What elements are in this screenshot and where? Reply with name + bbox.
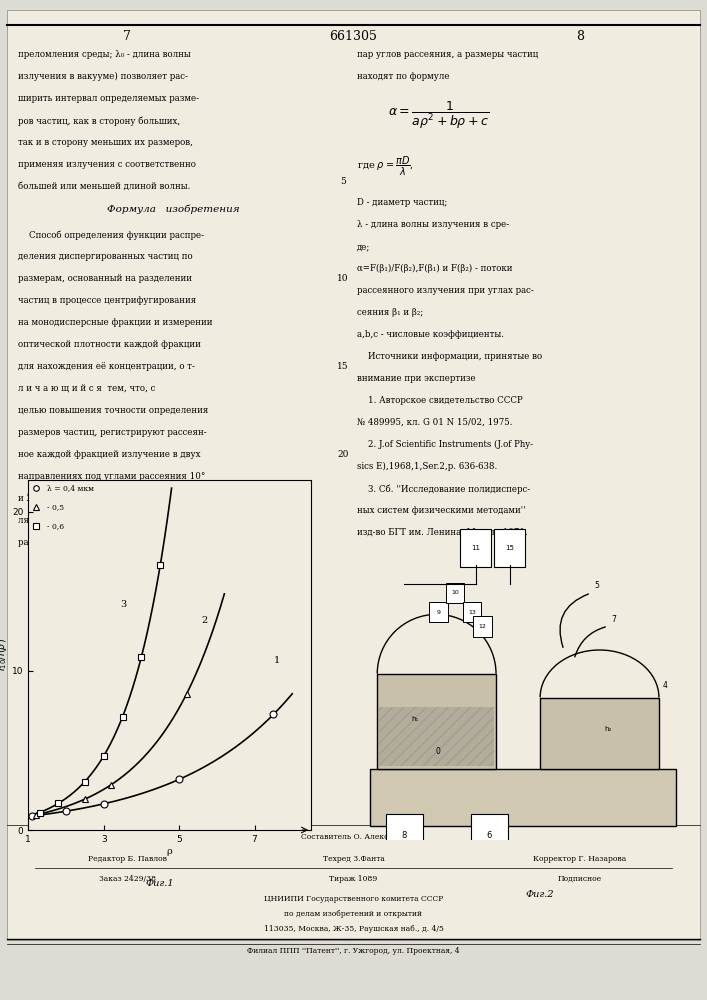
Text: 12: 12 [479,624,486,629]
FancyBboxPatch shape [460,529,491,567]
Text: по делам изобретений и открытий: по делам изобретений и открытий [284,910,423,918]
Text: 6: 6 [486,831,492,840]
Text: деления диспергированных частиц по: деления диспергированных частиц по [18,252,192,261]
Text: D - диаметр частиц;: D - диаметр частиц; [357,198,448,207]
Text: Составитель О. Алексеева: Составитель О. Алексеева [301,833,406,841]
Text: sics E),1968,1,Ser.2,p. 636-638.: sics E),1968,1,Ser.2,p. 636-638. [357,462,497,471]
Text: де;: де; [357,242,370,251]
Text: частиц в процессе центрифугирования: частиц в процессе центрифугирования [18,296,196,305]
Text: Источники информации, принятые во: Источники информации, принятые во [357,352,542,361]
Text: и 20°, 10° и 30°, 10° и 40°, опреде-: и 20°, 10° и 30°, 10° и 40°, опреде- [18,494,179,503]
Text: 8: 8 [575,30,584,43]
Text: 11: 11 [471,545,480,551]
Text: 9: 9 [436,609,440,614]
Text: 5: 5 [595,581,600,590]
Text: 5: 5 [340,177,346,186]
Text: сеяния β₁ и β₂;: сеяния β₁ и β₂; [357,308,423,317]
Text: для нахождения её концентрации, о т-: для нахождения её концентрации, о т- [18,362,194,371]
Text: ных систем физическими методами'': ных систем физическими методами'' [357,506,525,515]
Text: 3: 3 [121,600,127,609]
Text: 661305: 661305 [329,30,378,43]
X-axis label: ρ: ρ [167,847,173,856]
Text: Редактор Б. Павлов: Редактор Б. Павлов [88,855,167,863]
Text: 8: 8 [402,831,407,840]
Text: - 0,6: - 0,6 [47,522,64,530]
Text: Заказ 2429/38: Заказ 2429/38 [99,875,156,883]
Text: размеров частиц, регистрируют рассеян-: размеров частиц, регистрируют рассеян- [18,428,206,437]
Text: 1: 1 [274,656,280,665]
Text: большей или меньшей длиной волны.: большей или меньшей длиной волны. [18,182,190,191]
Text: находят по формуле: находят по формуле [357,72,450,81]
Text: целью повышения точности определения: целью повышения точности определения [18,406,208,415]
Text: 20: 20 [337,450,349,459]
Text: Способ определения функции распре-: Способ определения функции распре- [18,230,204,239]
Text: 2: 2 [201,616,208,625]
Text: 0: 0 [436,748,440,756]
Text: преломления среды; λ₀ - длина волны: преломления среды; λ₀ - длина волны [18,50,190,59]
Polygon shape [370,769,676,826]
Text: 7: 7 [123,30,132,43]
Text: направлениях под углами рассеяния 10°: направлениях под углами рассеяния 10° [18,472,205,481]
Text: 10: 10 [452,590,459,595]
FancyBboxPatch shape [446,583,464,603]
Text: Подписное: Подписное [558,875,602,883]
Text: 3. Сб. ''Исследование полидисперс-: 3. Сб. ''Исследование полидисперс- [357,484,530,493]
Text: Техред З.Фанта: Техред З.Фанта [322,855,385,863]
Text: оптической плотности каждой фракции: оптической плотности каждой фракции [18,340,201,349]
Text: где $\rho = \dfrac{\pi D}{\lambda}$,: где $\rho = \dfrac{\pi D}{\lambda}$, [357,155,414,178]
Text: $\alpha = \dfrac{1}{a\rho^2 + b\rho + c}$: $\alpha = \dfrac{1}{a\rho^2 + b\rho + c}… [388,100,489,131]
Text: h₁: h₁ [411,716,419,722]
Text: № 489995, кл. G 01 N 15/02, 1975.: № 489995, кл. G 01 N 15/02, 1975. [357,418,513,427]
FancyBboxPatch shape [463,602,481,622]
Text: ров частиц, как в сторону больших,: ров частиц, как в сторону больших, [18,116,180,126]
Text: Фиг.1: Фиг.1 [146,879,175,888]
Text: излучения в вакууме) позволяет рас-: излучения в вакууме) позволяет рас- [18,72,187,81]
Text: рассеянного излучения при углах рас-: рассеянного излучения при углах рас- [357,286,534,295]
Text: ляют изменяющееся отношение потоков: ляют изменяющееся отношение потоков [18,516,205,525]
Text: на монодисперсные фракции и измерении: на монодисперсные фракции и измерении [18,318,212,327]
FancyBboxPatch shape [494,529,525,567]
Text: рассеянного излучения для указанных: рассеянного излучения для указанных [18,538,196,547]
Text: 10: 10 [337,274,349,283]
Text: 4: 4 [662,681,667,690]
Text: Тираж 1089: Тираж 1089 [329,875,378,883]
Text: размерам, основанный на разделении: размерам, основанный на разделении [18,274,192,283]
Text: 15: 15 [337,362,349,371]
Y-axis label: $I_{10}/I(\beta)$: $I_{10}/I(\beta)$ [0,639,9,671]
Text: h₂: h₂ [604,726,612,732]
Text: λ = 0,4 мкм: λ = 0,4 мкм [47,484,94,492]
Text: 13: 13 [468,609,477,614]
Text: 7: 7 [612,614,617,624]
Text: Фиг.2: Фиг.2 [526,890,554,899]
Text: Формула   изобретения: Формула изобретения [107,204,240,214]
Text: л и ч а ю щ и й с я  тем, что, с: л и ч а ю щ и й с я тем, что, с [18,384,155,393]
Text: ЦНИИПИ Государственного комитета СССР: ЦНИИПИ Государственного комитета СССР [264,895,443,903]
Text: 113035, Москва, Ж-35, Раушская наб., д. 4/5: 113035, Москва, Ж-35, Раушская наб., д. … [264,925,443,933]
Text: Корректор Г. Назарова: Корректор Г. Назарова [533,855,626,863]
Text: пар углов рассеяния, а размеры частиц: пар углов рассеяния, а размеры частиц [357,50,538,59]
Text: внимание при экспертизе: внимание при экспертизе [357,374,476,383]
FancyBboxPatch shape [471,814,508,857]
Text: ширить интервал определяемых разме-: ширить интервал определяемых разме- [18,94,199,103]
Text: применяя излучения с соответственно: применяя излучения с соответственно [18,160,196,169]
Text: λ - длина волны излучения в сре-: λ - длина волны излучения в сре- [357,220,509,229]
Text: Филиал ППП ''Патент'', г. Ужгород, ул. Проектная, 4: Филиал ППП ''Патент'', г. Ужгород, ул. П… [247,947,460,955]
FancyBboxPatch shape [429,602,448,622]
Text: ное каждой фракцией излучение в двух: ное каждой фракцией излучение в двух [18,450,200,459]
Text: 2. J.of Scientific Instruments (J.of Phy-: 2. J.of Scientific Instruments (J.of Phy… [357,440,533,449]
Text: изд-во БГТ им. Ленина, Минск, 1971.: изд-во БГТ им. Ленина, Минск, 1971. [357,528,528,537]
Text: 1. Авторское свидетельство СССР: 1. Авторское свидетельство СССР [357,396,522,405]
Polygon shape [540,698,659,769]
Polygon shape [378,674,496,769]
Text: a,b,c - числовые коэффициенты.: a,b,c - числовые коэффициенты. [357,330,504,339]
Text: α=F(β₁)/F(β₂),F(β₁) и F(β₂) - потоки: α=F(β₁)/F(β₂),F(β₁) и F(β₂) - потоки [357,264,513,273]
Text: 15: 15 [506,545,514,551]
Text: так и в сторону меньших их размеров,: так и в сторону меньших их размеров, [18,138,193,147]
FancyBboxPatch shape [473,616,491,637]
FancyBboxPatch shape [386,814,423,857]
Text: - 0,5: - 0,5 [47,503,64,511]
